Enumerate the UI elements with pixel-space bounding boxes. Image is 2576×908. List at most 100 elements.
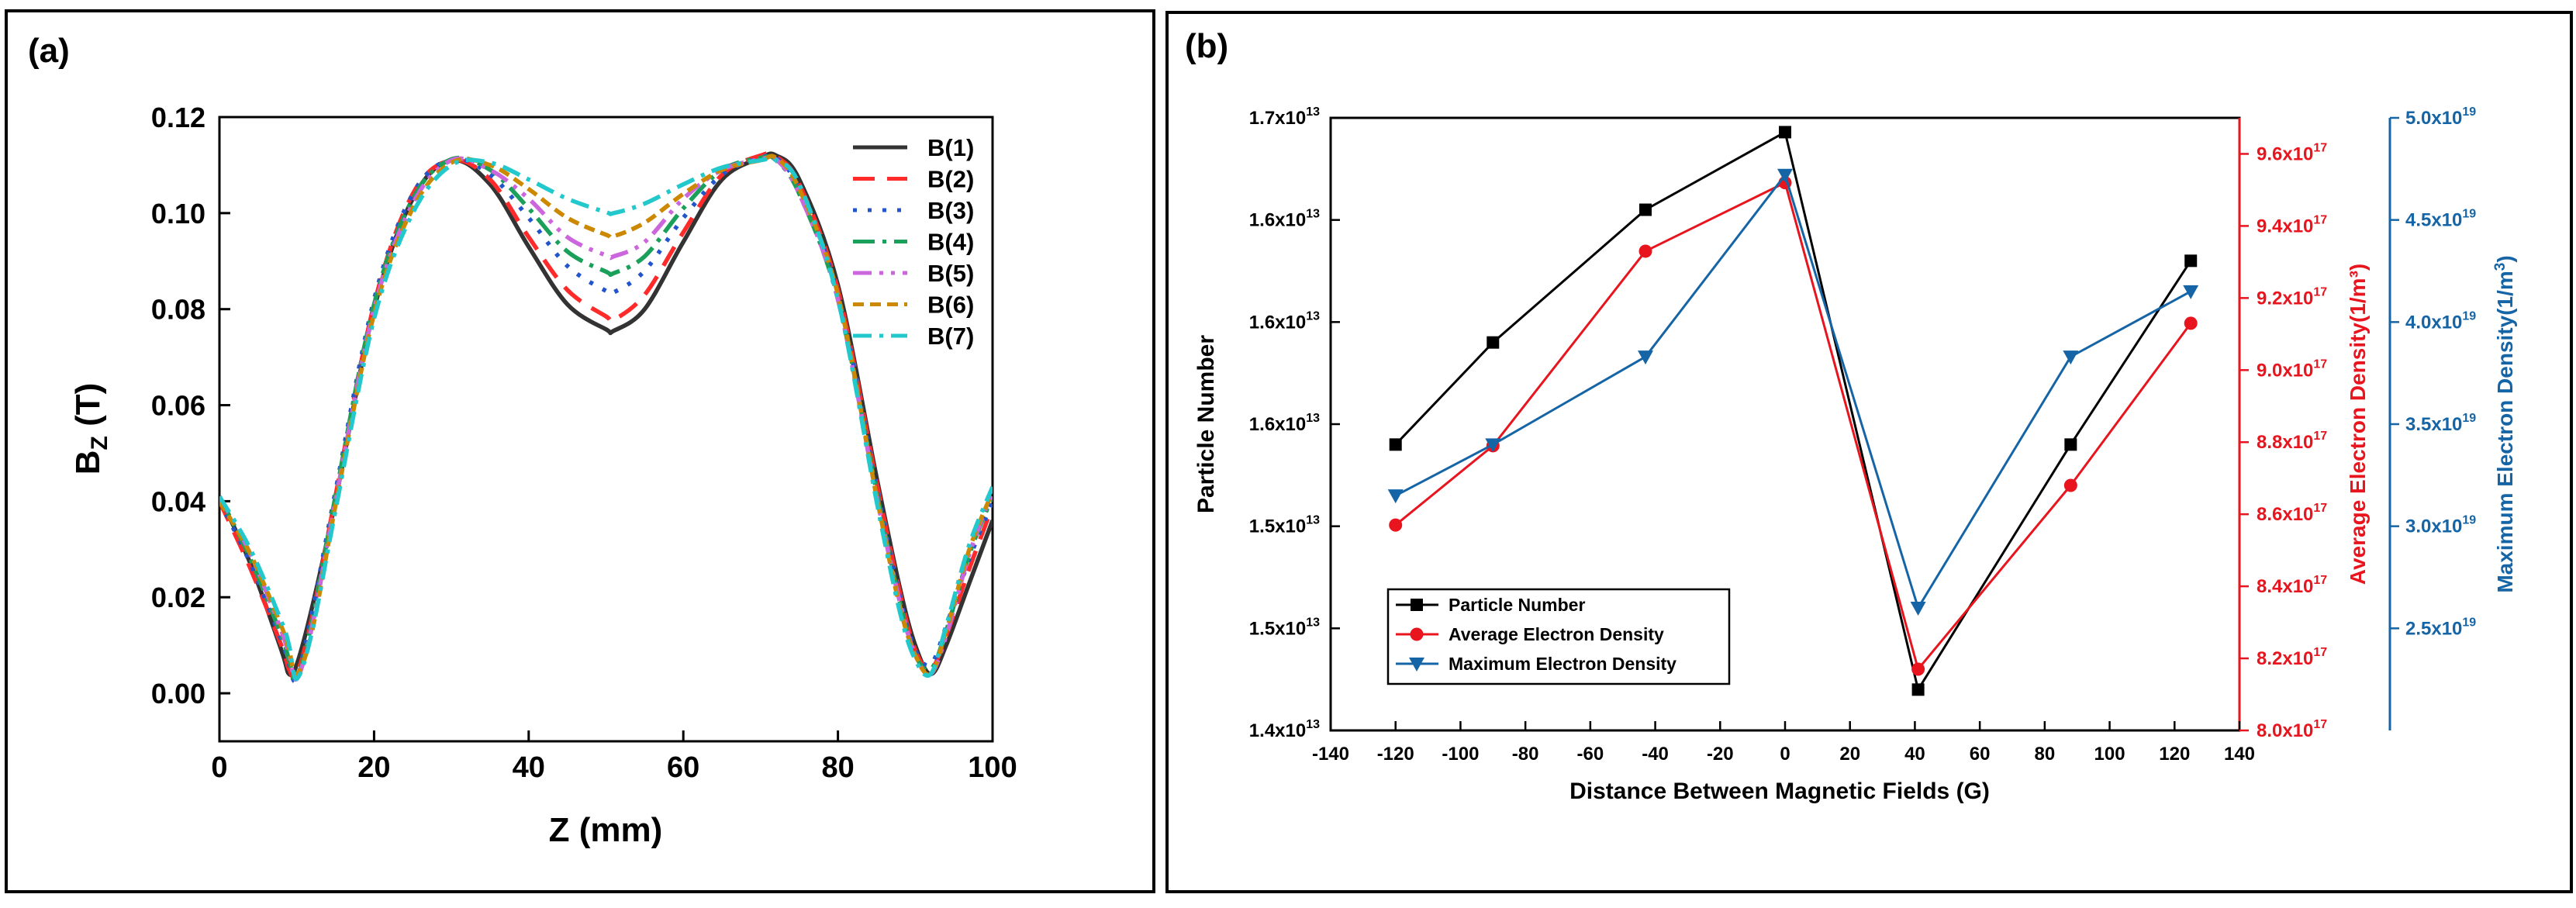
plot-b-right2-tick-label-exponent: 19 — [2462, 309, 2476, 323]
plot-a-x-tick-label: 20 — [357, 751, 390, 784]
plot-b-data-point — [2064, 438, 2077, 451]
plot-b-left-tick-label-exponent: 13 — [1306, 616, 1320, 629]
plot-b-left-tick-label: 1.6x1013 — [1249, 309, 1320, 333]
plot-b-left-tick-label: 1.5x1013 — [1249, 514, 1320, 537]
plot-b-right1-tick-label-exponent: 17 — [2313, 502, 2327, 515]
plot-b-right1-tick-label-exponent: 17 — [2313, 718, 2327, 731]
plot-b-right2-tick-label-mantissa: 3.5x10 — [2405, 414, 2462, 435]
plot-b-x-tick-label: -100 — [1442, 744, 1479, 765]
panel-a — [5, 9, 1155, 893]
plot-a-legend-label: B(3) — [927, 197, 974, 224]
plot-b-right1-tick-label: 8.0x1017 — [2257, 718, 2327, 741]
plot-b-right1-tick-label-exponent: 17 — [2313, 430, 2327, 443]
plot-b-left-tick-label-exponent: 13 — [1306, 412, 1320, 425]
plot-b-right1-tick-label-mantissa: 9.6x10 — [2257, 143, 2313, 164]
plot-a-legend-label: B(5) — [927, 260, 974, 287]
plot-b-left-tick-label-exponent: 13 — [1306, 309, 1320, 323]
plot-b-right2-tick-label-exponent: 19 — [2462, 412, 2476, 425]
plot-b-right2-tick-label-mantissa: 2.5x10 — [2405, 618, 2462, 639]
plot-b-left-label: Particle Number — [1193, 335, 1219, 513]
plot-a-x-tick-label: 100 — [968, 751, 1017, 784]
plot-a-x-tick-label: 0 — [211, 751, 227, 784]
plot-b-left-tick-label-mantissa: 1.6x10 — [1249, 312, 1306, 333]
plot-b-right1-tick-label: 8.4x1017 — [2257, 574, 2327, 597]
plot-b-left-tick-label-exponent: 13 — [1306, 514, 1320, 527]
plot-a-y-label: BZ (T) — [69, 383, 112, 475]
plot-b-right1-tick-label-mantissa: 8.4x10 — [2257, 576, 2313, 597]
plot-a-series — [219, 150, 993, 684]
plot-b-x-tick-label: 80 — [2035, 744, 2056, 765]
plot-b-right1-tick-label: 8.8x1017 — [2257, 430, 2327, 453]
plot-b-right1-tick-label-mantissa: 8.6x10 — [2257, 504, 2313, 525]
plot-a-y-tick-label: 0.00 — [151, 678, 205, 709]
plot-b-data-point — [1487, 336, 1500, 349]
plot-a-y-tick-label: 0.06 — [151, 390, 205, 422]
plot-b-right2-tick-label: 4.0x1019 — [2405, 309, 2476, 333]
plot-a-x-tick-label: 60 — [667, 751, 699, 784]
plot-b-left-tick-label: 1.6x1013 — [1249, 208, 1320, 231]
plot-b-right1-tick-label-mantissa: 9.4x10 — [2257, 216, 2313, 236]
plot-b-data-point — [1777, 168, 1793, 183]
plot-b-data-point — [1485, 438, 1501, 453]
plot-a-x-tick-label: 40 — [513, 751, 545, 784]
panel-label-a: (a) — [28, 32, 70, 70]
plot-b-data-point — [2184, 316, 2198, 330]
plot-a-series-line — [219, 151, 993, 678]
plot-b-x-ticks: -140 -120 -100 -80 -60 -40 -20 0 20 40 60 80 100 120 1… — [1312, 721, 2255, 765]
plot-a-series-line — [219, 156, 993, 682]
plot-b-x-tick-label: -120 — [1377, 744, 1414, 765]
plot-b-x-tick-label: 20 — [1839, 744, 1860, 765]
plot-b-data-point — [2184, 254, 2198, 268]
plot-b-right1-tick-label-exponent: 17 — [2313, 574, 2327, 587]
plot-b-right2-tick-label-mantissa: 3.0x10 — [2405, 516, 2462, 537]
plot-a-legend: B(1) B(2) B(3) B(4) B(5) B(6) B(7) — [853, 134, 974, 350]
plot-a-legend-label: B(7) — [927, 323, 974, 350]
plot-b-right2-ticks: 2.5x10193.0x10193.5x10194.0x10194.5x1019… — [2390, 105, 2476, 639]
plot-a-y-tick-label: 0.12 — [151, 102, 205, 133]
plot-b-data-point — [2183, 285, 2199, 299]
plot-a-x-ticks: 0 20 40 60 80 100 — [211, 730, 1017, 784]
plot-b-x-tick-label: -20 — [1707, 744, 1734, 765]
plot-b-x-tick-label: -80 — [1512, 744, 1539, 765]
plot-b-right1-label: Average Electron Density(1/m³) — [2346, 264, 2370, 585]
plot-b-data-point — [1389, 518, 1403, 532]
plot-b-left-tick-label-exponent: 13 — [1306, 718, 1320, 731]
plot-a-y-tick-label: 0.04 — [151, 485, 205, 517]
plot-b-x-tick-label: 40 — [1904, 744, 1925, 765]
plot-b-right1-tick-label: 9.6x1017 — [2257, 141, 2327, 164]
plot-b-right2-tick-label-exponent: 19 — [2462, 105, 2476, 119]
plot-b-left-tick-label: 1.6x1013 — [1249, 412, 1320, 435]
plot-a-series-line — [219, 150, 993, 680]
plot-b-legend-marker — [1409, 658, 1424, 672]
plot-b-right1-tick-label: 8.2x1017 — [2257, 646, 2327, 669]
plot-a-x-tick-label: 80 — [821, 751, 854, 784]
plot-a: 0 20 40 60 80 100 0.00 0.02 0.04 0.06 0.08 0.10 0.1… — [69, 102, 1017, 849]
plot-b-legend: Particle Number Average Electron Density M… — [1386, 588, 1731, 685]
plot-b-left-tick-label: 1.4x1013 — [1249, 718, 1320, 741]
plot-b-legend-box — [1386, 588, 1731, 685]
plot-b-left-tick-label-mantissa: 1.4x10 — [1249, 720, 1306, 741]
panel-label-b: (b) — [1185, 27, 1228, 65]
plot-a-frame — [218, 116, 994, 743]
plot-b-right1-tick-label: 9.4x1017 — [2257, 213, 2327, 236]
plot-b-right1-tick-label-mantissa: 9.0x10 — [2257, 360, 2313, 381]
plot-b-x-tick-label: 140 — [2224, 744, 2255, 765]
plot-b-right2-tick-label: 2.5x1019 — [2405, 616, 2476, 639]
plot-b-x-label: Distance Between Magnetic Fields (G) — [1569, 779, 1990, 804]
plot-b-right2-tick-label-exponent: 19 — [2462, 616, 2476, 629]
plot-a-y-tick-label: 0.10 — [151, 198, 205, 230]
plot-b-left-tick-label-mantissa: 1.7x10 — [1249, 108, 1306, 129]
plot-b-right1-ticks: 8.0x10178.2x10178.4x10178.6x10178.8x1017… — [2239, 141, 2327, 741]
plot-b-right2-tick-label: 4.5x1019 — [2405, 208, 2476, 231]
plot-b-data-point — [1911, 662, 1925, 676]
plot-b-right1-tick-label-mantissa: 9.2x10 — [2257, 288, 2313, 309]
plot-b-x-tick-label: -60 — [1577, 744, 1604, 765]
plot-b-right1-tick-label-exponent: 17 — [2313, 646, 2327, 659]
plot-b-legend-label: Particle Number — [1449, 595, 1585, 615]
plot-b-right1-tick-label: 9.2x1017 — [2257, 285, 2327, 309]
plot-b-data-point — [1911, 683, 1925, 696]
plot-b-right1-tick-label-mantissa: 8.2x10 — [2257, 648, 2313, 669]
plot-b-data-point — [1389, 438, 1402, 451]
plot-b-series-line — [1395, 172, 2191, 611]
plot-a-series-line — [219, 154, 993, 678]
